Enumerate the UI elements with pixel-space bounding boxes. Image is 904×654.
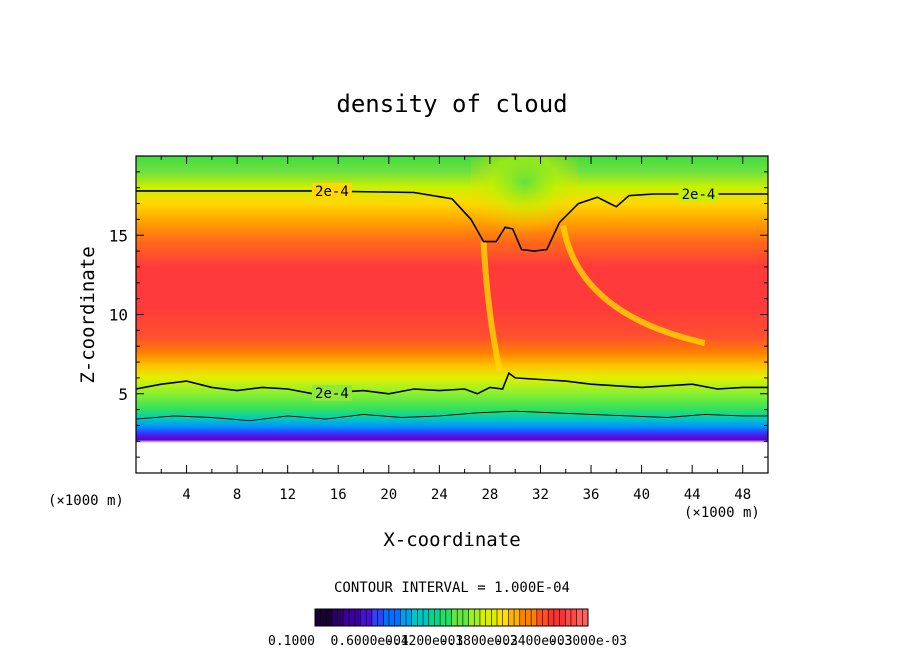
colorbar-swatch bbox=[411, 609, 418, 626]
x-axis-label: X-coordinate bbox=[383, 529, 520, 551]
contour-label-background bbox=[311, 182, 352, 199]
colorbar-tick-label: 0.3000e-03 bbox=[549, 634, 627, 649]
y-tick-label: 10 bbox=[109, 306, 128, 325]
y-axis-label: Z-coordinate bbox=[77, 246, 99, 383]
heatmap-central-gap bbox=[470, 156, 579, 243]
colorbar-swatch bbox=[536, 609, 543, 626]
contour-label: 2e-4 bbox=[315, 184, 349, 200]
y-tick-label: 5 bbox=[118, 385, 128, 404]
colorbar-swatch bbox=[497, 609, 503, 626]
x-tick-label: 44 bbox=[684, 487, 701, 503]
x-axis-ticks: 4 8 12 16 20 24 28 32 36 40 44 48 bbox=[160, 156, 751, 503]
heatmap-field bbox=[136, 156, 768, 473]
colorbar-swatch bbox=[383, 609, 390, 626]
colorbar-swatch bbox=[417, 609, 424, 626]
colorbar-swatch bbox=[548, 609, 555, 626]
colorbar-swatch bbox=[570, 609, 577, 626]
colorbar-swatch bbox=[491, 609, 498, 626]
x-tick-label: 32 bbox=[532, 487, 549, 503]
x-tick-label: 48 bbox=[734, 487, 751, 503]
contour-line-low bbox=[136, 410, 768, 422]
colorbar-swatch bbox=[468, 609, 475, 626]
x-tick-label: 12 bbox=[279, 487, 296, 503]
colorbar-swatch bbox=[462, 609, 469, 626]
y-tick-label: 15 bbox=[109, 226, 128, 245]
contour-line-lower bbox=[136, 371, 768, 395]
contour-label-background bbox=[311, 384, 352, 401]
colorbar-swatch bbox=[320, 609, 327, 626]
colorbar-swatch bbox=[360, 609, 367, 626]
colorbar-swatch bbox=[542, 609, 549, 626]
x-unit-label-right: (×1000 m) bbox=[684, 505, 760, 521]
y-axis-ticks: 5 10 15 bbox=[109, 171, 768, 458]
colorbar-swatch bbox=[582, 609, 589, 626]
colorbar-swatch bbox=[337, 609, 344, 626]
x-tick-label: 8 bbox=[233, 487, 241, 503]
x-tick-label: 20 bbox=[380, 487, 397, 503]
colorbar-swatch bbox=[559, 609, 566, 626]
colorbar-swatch bbox=[326, 609, 333, 626]
colorbar-tick-label: 0.2400e-03 bbox=[494, 634, 572, 649]
colorbar-swatch bbox=[349, 609, 356, 626]
x-unit-label-left: (×1000 m) bbox=[48, 493, 124, 509]
colorbar-swatch bbox=[525, 609, 532, 626]
colorbar-swatch bbox=[474, 609, 481, 626]
x-tick-label: 40 bbox=[633, 487, 650, 503]
colorbar-swatch bbox=[400, 609, 407, 626]
colorbar-swatch bbox=[388, 609, 395, 626]
colorbar-swatch bbox=[531, 609, 538, 626]
heatmap-central-streak bbox=[480, 225, 706, 373]
colorbar-swatch bbox=[354, 609, 361, 626]
colorbar-swatch bbox=[519, 609, 526, 626]
colorbar-swatch bbox=[434, 609, 441, 626]
colorbar-tick-label: 0.1800e-03 bbox=[440, 634, 518, 649]
colorbar bbox=[314, 608, 589, 627]
colorbar-swatch bbox=[343, 609, 350, 626]
x-tick-label: 28 bbox=[481, 487, 498, 503]
contour-interval-text: CONTOUR INTERVAL = 1.000E-04 bbox=[334, 580, 570, 596]
colorbar-swatch bbox=[479, 609, 486, 626]
colorbar-swatch bbox=[428, 609, 435, 626]
colorbar-swatch bbox=[553, 609, 560, 626]
colorbar-swatch bbox=[440, 609, 447, 626]
x-tick-label: 24 bbox=[431, 487, 448, 503]
contour-line-upper bbox=[136, 190, 768, 252]
contour-label-background bbox=[678, 186, 719, 203]
colorbar-swatch bbox=[332, 609, 339, 626]
colorbar-swatch bbox=[502, 609, 509, 626]
colorbar-swatch bbox=[371, 609, 378, 626]
contour-label: 2e-4 bbox=[682, 187, 716, 203]
colorbar-tick-labels: 0.1000 0.6000e-040.1200e-030.1800e-030.24… bbox=[268, 634, 627, 649]
colorbar-swatch bbox=[508, 609, 515, 626]
colorbar-swatch bbox=[394, 609, 401, 626]
colorbar-swatch bbox=[423, 609, 430, 626]
chart-title: density of cloud bbox=[336, 90, 567, 118]
colorbar-swatch bbox=[445, 609, 452, 626]
colorbar-swatch bbox=[485, 609, 492, 626]
x-tick-label: 16 bbox=[330, 487, 347, 503]
x-tick-label: 36 bbox=[583, 487, 600, 503]
colorbar-frame bbox=[314, 608, 589, 627]
colorbar-swatch bbox=[315, 609, 321, 626]
contour-label: 2e-4 bbox=[315, 386, 349, 402]
colorbar-swatch bbox=[514, 609, 521, 626]
x-tick-label: 4 bbox=[182, 487, 190, 503]
colorbar-swatch bbox=[377, 609, 384, 626]
colorbar-swatch bbox=[576, 609, 583, 626]
colorbar-swatch bbox=[457, 609, 464, 626]
colorbar-swatch bbox=[406, 609, 412, 626]
colorbar-tick-label: 0.1200e-03 bbox=[385, 634, 463, 649]
colorbar-tick-label: 0.1000 bbox=[268, 634, 315, 649]
colorbar-tick-label: 0.6000e-04 bbox=[330, 634, 408, 649]
colorbar-swatch bbox=[366, 609, 373, 626]
colorbar-swatch bbox=[451, 609, 458, 626]
colorbar-swatch bbox=[565, 609, 572, 626]
